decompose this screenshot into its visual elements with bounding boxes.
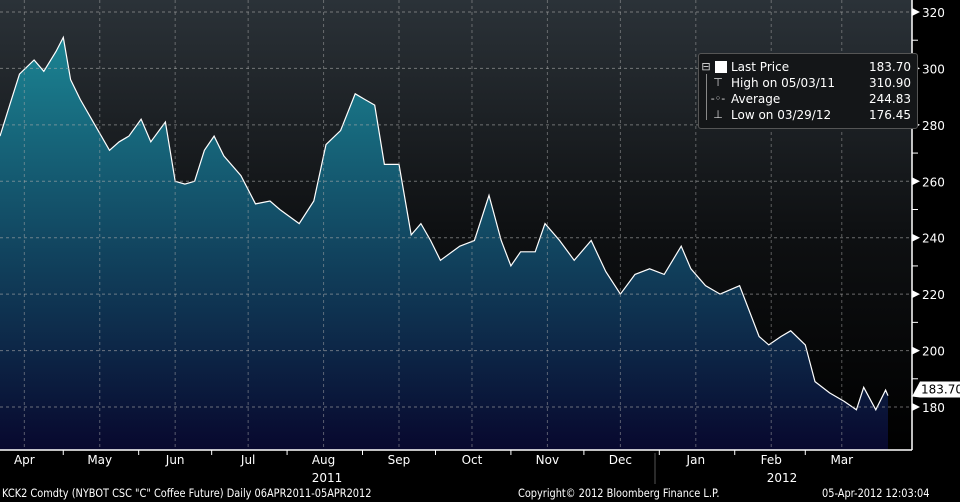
- last-price-tag: 183.70: [912, 381, 960, 398]
- legend-row-low: ⊥ Low on 03/29/12 176.45: [713, 107, 911, 123]
- legend-value: 176.45: [869, 108, 911, 122]
- y-tick-marker: [912, 290, 920, 299]
- legend-tree-line: [706, 74, 707, 120]
- y-tick-label: 320: [922, 6, 945, 20]
- x-tick-label: Aug: [312, 453, 335, 467]
- legend-label: Last Price: [731, 60, 790, 74]
- x-tick-label: Sep: [388, 453, 411, 467]
- y-tick-label: 300: [922, 62, 945, 76]
- average-marker-icon: -◦-: [710, 92, 726, 105]
- y-tick-label: 200: [922, 345, 945, 359]
- y-tick-marker: [912, 346, 920, 355]
- footer-timestamp: 05-Apr-2012 12:03:04: [822, 486, 930, 500]
- x-tick-label: Feb: [761, 453, 782, 467]
- legend-value: 310.90: [869, 76, 911, 90]
- y-tick-label: 280: [922, 119, 945, 133]
- legend-value: 244.83: [869, 92, 911, 106]
- legend-label: High on 05/03/11: [731, 76, 836, 90]
- year-label-2012: 2012: [767, 471, 798, 485]
- legend-value: 183.70: [869, 60, 911, 74]
- last-price-tag-label: 183.70: [921, 383, 960, 397]
- x-tick-label: Apr: [14, 453, 35, 467]
- x-tick-label: Oct: [462, 453, 483, 467]
- legend-row-last-price: ⊟ Last Price 183.70: [701, 59, 911, 75]
- collapse-icon[interactable]: ⊟: [701, 60, 711, 73]
- square-icon: [715, 61, 727, 73]
- y-tick-label: 220: [922, 288, 945, 302]
- x-tick-label: Mar: [830, 453, 853, 467]
- x-tick-label: Dec: [609, 453, 632, 467]
- y-tick-marker: [912, 403, 920, 411]
- x-tick-label: Nov: [536, 453, 559, 467]
- y-tick-label: 240: [922, 232, 945, 246]
- high-marker-icon: ⊤: [713, 76, 723, 89]
- legend: ⊟ Last Price 183.70 ⊤ High on 05/03/11 3…: [698, 53, 918, 129]
- legend-label: Low on 03/29/12: [731, 108, 832, 122]
- y-tick-marker: [912, 177, 920, 186]
- x-tick-label: May: [87, 453, 112, 467]
- legend-row-average: -◦- Average 244.83: [711, 91, 911, 107]
- price-area: [0, 37, 888, 451]
- price-line: [0, 35, 889, 412]
- y-tick-label: 180: [922, 401, 945, 415]
- x-tick-label: Jun: [165, 453, 185, 467]
- y-tick-label: 260: [922, 175, 945, 189]
- footer-ticker: KCK2 Comdty (NYBOT CSC "C" Coffee Future…: [2, 486, 372, 500]
- footer-copyright: Copyright© 2012 Bloomberg Finance L.P.: [518, 486, 720, 500]
- legend-row-high: ⊤ High on 05/03/11 310.90: [713, 75, 911, 91]
- y-tick-marker: [912, 8, 920, 16]
- x-tick-label: Jul: [240, 453, 255, 467]
- low-marker-icon: ⊥: [713, 108, 723, 121]
- year-label-2011: 2011: [312, 471, 343, 485]
- y-tick-marker: [912, 233, 920, 242]
- x-tick-label: Jan: [686, 453, 706, 467]
- legend-label: Average: [731, 92, 781, 106]
